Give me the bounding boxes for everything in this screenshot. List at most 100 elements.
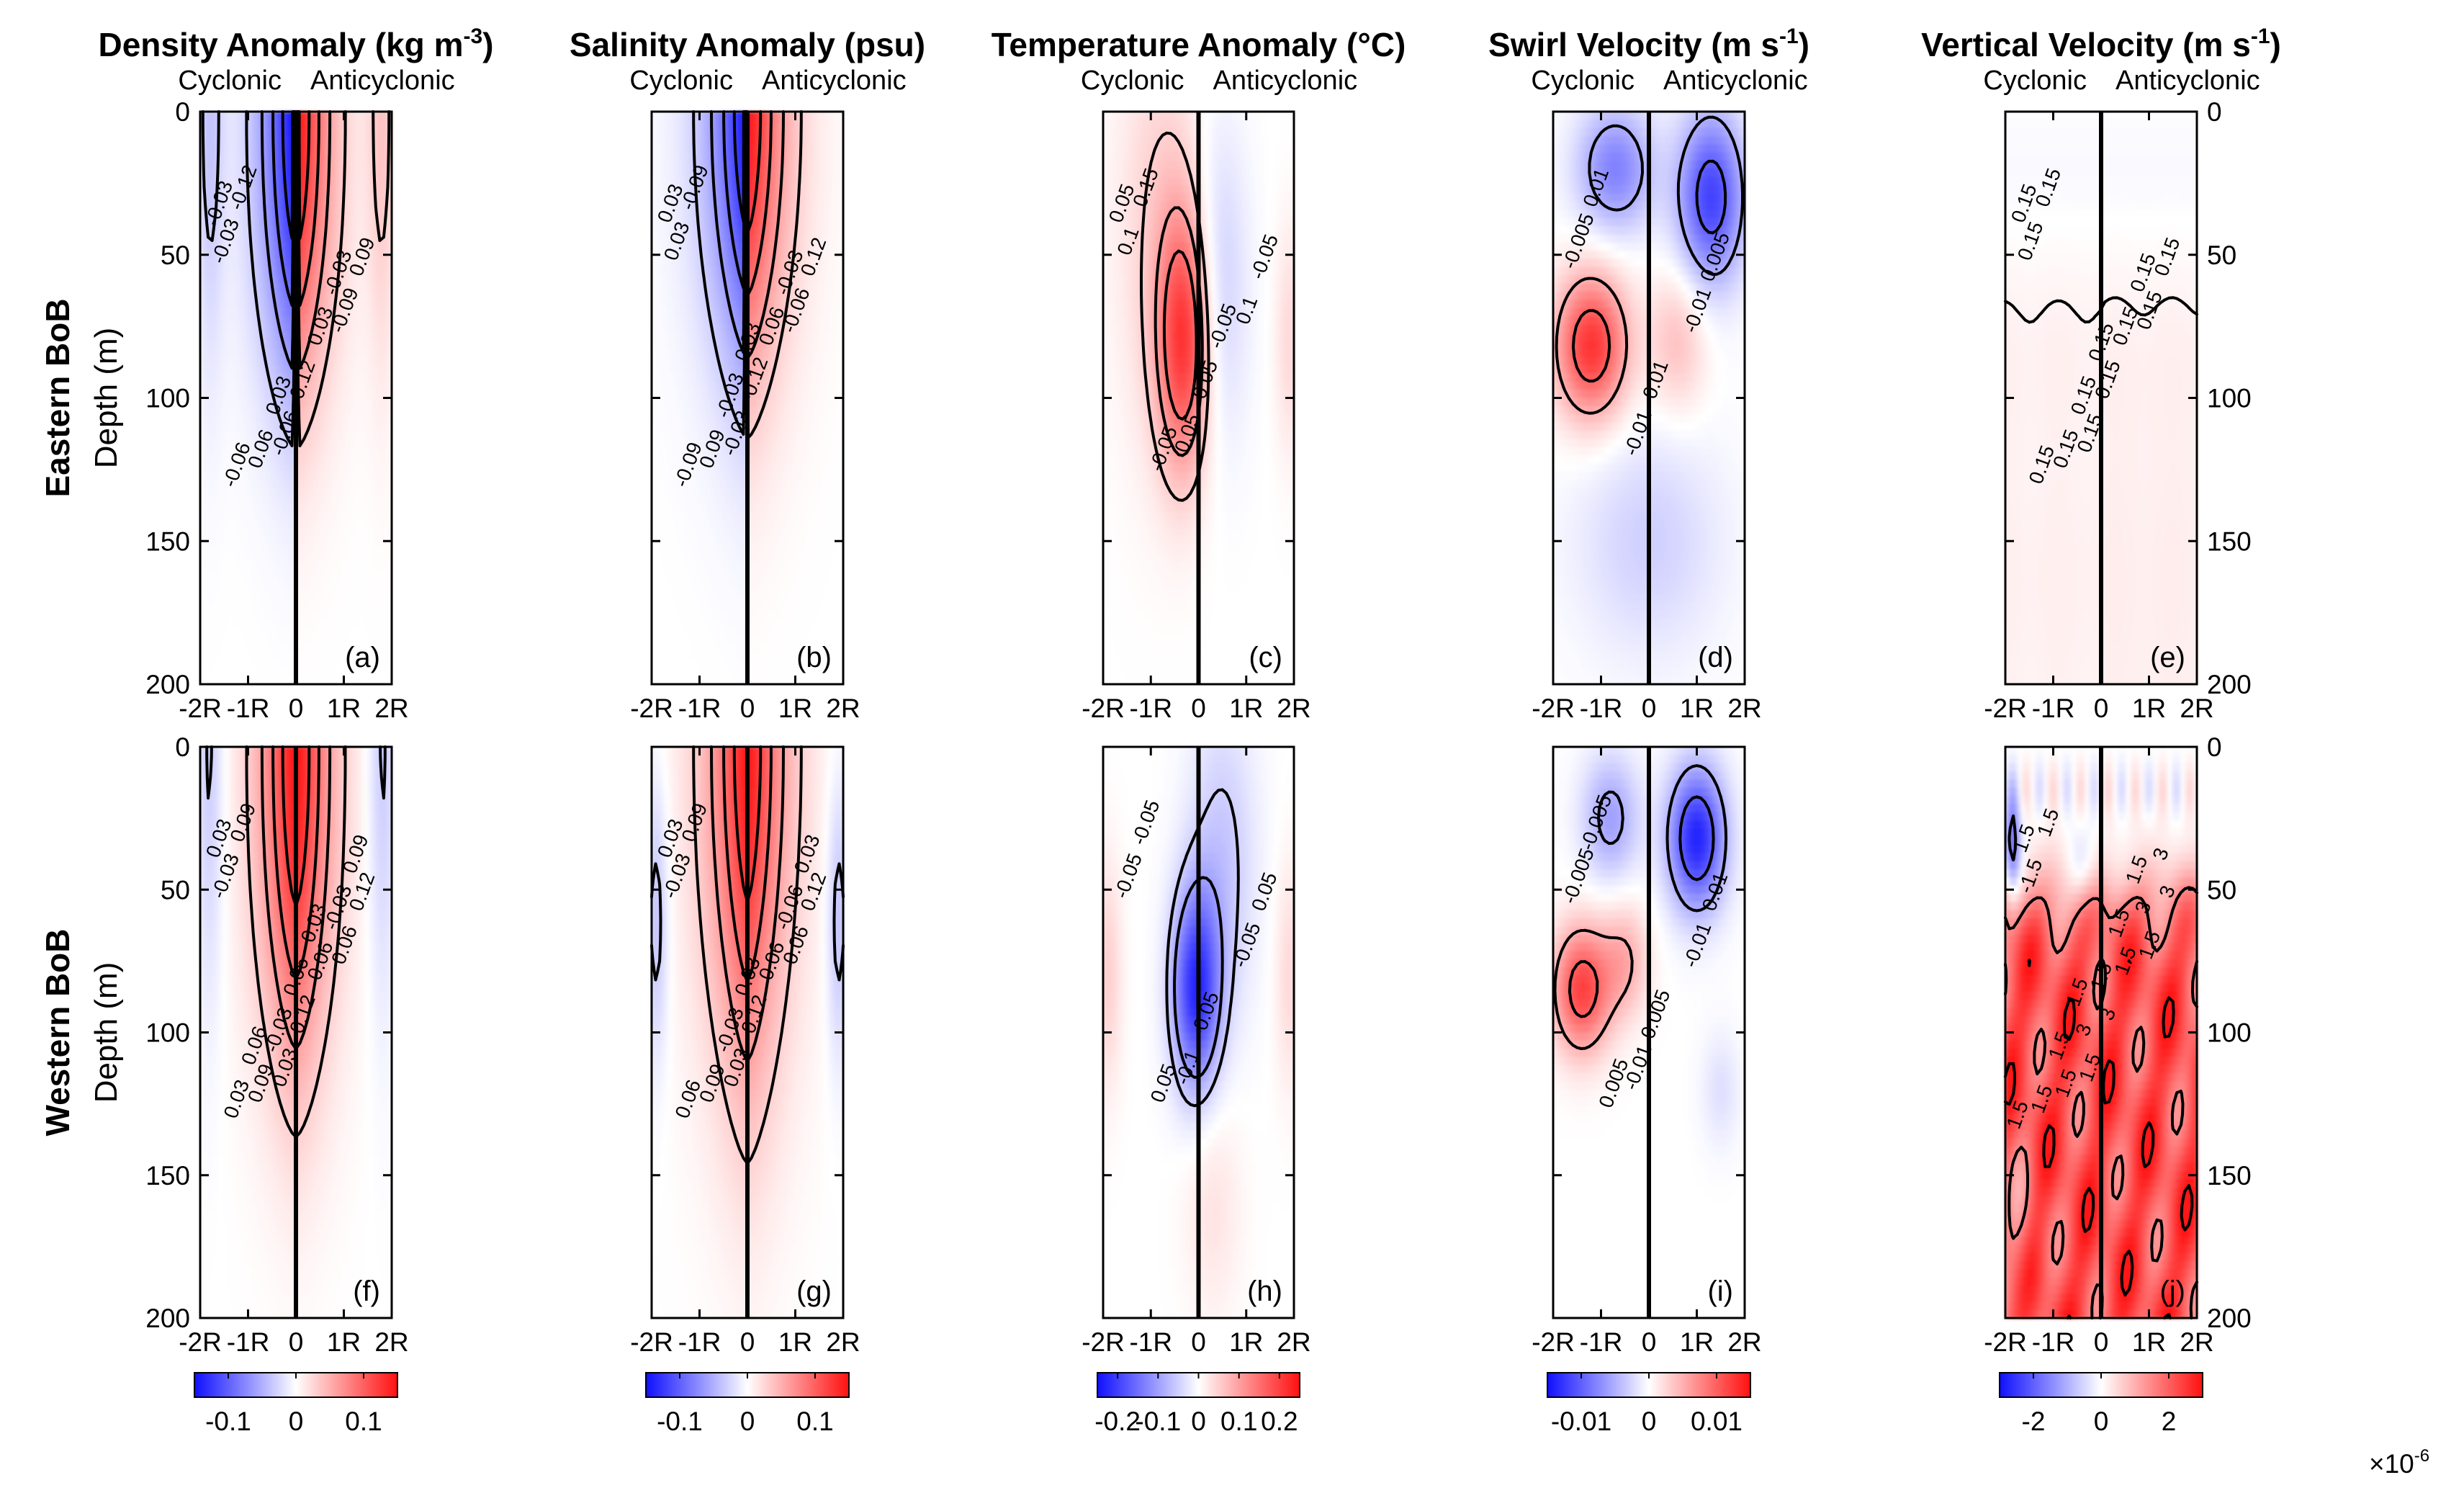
cell (385, 431, 389, 439)
cell (280, 845, 284, 853)
cell (347, 812, 351, 821)
cell (338, 480, 341, 488)
cell (232, 308, 235, 317)
cell (213, 537, 217, 546)
cell (328, 447, 331, 456)
cell (309, 828, 313, 837)
cell (376, 316, 379, 325)
cell (261, 553, 264, 562)
cell (309, 398, 313, 407)
cell (318, 251, 322, 259)
cell (338, 660, 341, 668)
cell (242, 324, 246, 333)
cell (376, 562, 379, 570)
cell (203, 553, 207, 562)
cell (376, 120, 379, 128)
cell (367, 153, 370, 161)
cell (222, 611, 226, 619)
cell (356, 755, 360, 763)
cell (242, 365, 246, 374)
cell (328, 373, 331, 382)
cell (318, 545, 322, 554)
cell (367, 570, 370, 578)
cell (289, 627, 293, 636)
cell (251, 845, 255, 853)
cell (385, 602, 389, 611)
cell (280, 602, 284, 611)
cell (280, 496, 284, 505)
cell (232, 578, 235, 586)
cell (328, 578, 331, 586)
cell (232, 602, 235, 611)
cell (251, 529, 255, 537)
cell (347, 349, 351, 357)
cell (356, 333, 360, 341)
cell (280, 177, 284, 186)
cell (242, 845, 246, 853)
cell (222, 788, 226, 797)
cell (222, 382, 226, 390)
cell (232, 537, 235, 546)
cell (328, 643, 331, 652)
cell (356, 447, 360, 456)
cell (232, 763, 235, 772)
cell (203, 496, 207, 505)
cell (347, 414, 351, 423)
cell (289, 755, 293, 763)
cell (356, 112, 360, 120)
cell (261, 627, 264, 636)
cell (271, 521, 274, 529)
cell (328, 611, 331, 619)
cell (367, 820, 370, 829)
cell (271, 349, 274, 357)
cell (222, 292, 226, 300)
cell (309, 529, 313, 537)
cell (376, 259, 379, 267)
cell (318, 594, 322, 603)
cell (222, 447, 226, 456)
cell (289, 804, 293, 812)
cell (318, 472, 322, 480)
cell (367, 373, 370, 382)
cell (261, 373, 264, 382)
cell (385, 292, 389, 300)
cell (242, 341, 246, 349)
cell (338, 828, 341, 837)
cell (203, 463, 207, 472)
cell (280, 218, 284, 227)
cell (203, 562, 207, 570)
cell (242, 316, 246, 325)
cell (271, 635, 274, 644)
cell (203, 660, 207, 668)
cell (338, 185, 341, 194)
cell (213, 779, 217, 788)
cell (328, 660, 331, 668)
cell (318, 602, 322, 611)
cell (213, 333, 217, 341)
cell (261, 586, 264, 595)
cell (213, 431, 217, 439)
cell (347, 779, 351, 788)
cell (338, 627, 341, 636)
cell (318, 652, 322, 660)
cell (222, 128, 226, 137)
cell (385, 812, 389, 821)
cell (203, 570, 207, 578)
cell (356, 210, 360, 218)
cell (318, 504, 322, 513)
cell (203, 275, 207, 284)
cell (299, 463, 302, 472)
cell (213, 635, 217, 644)
cell (251, 779, 255, 788)
cell (251, 594, 255, 603)
cell (213, 406, 217, 415)
cell (299, 804, 302, 812)
cell (251, 504, 255, 513)
cell (289, 820, 293, 829)
cell (203, 349, 207, 357)
cell (347, 202, 351, 210)
cell (232, 611, 235, 619)
cell (328, 652, 331, 660)
cell (299, 779, 302, 788)
cell (367, 586, 370, 595)
